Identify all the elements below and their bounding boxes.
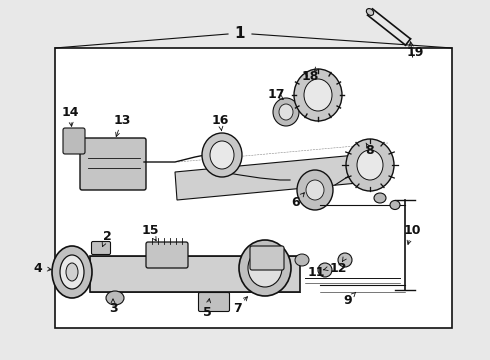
Ellipse shape [239,240,291,296]
Text: 8: 8 [366,144,374,157]
FancyBboxPatch shape [92,242,111,255]
Text: 16: 16 [211,113,229,126]
Circle shape [338,253,352,267]
Ellipse shape [294,69,342,121]
Ellipse shape [346,139,394,191]
FancyBboxPatch shape [198,292,229,311]
Bar [55,48,452,328]
FancyBboxPatch shape [63,128,85,154]
Ellipse shape [60,255,84,289]
Ellipse shape [66,263,78,281]
Text: 19: 19 [406,45,424,58]
Text: 13: 13 [113,113,131,126]
Text: 6: 6 [292,195,300,208]
Circle shape [318,263,332,277]
Ellipse shape [106,291,124,305]
Ellipse shape [304,79,332,111]
Text: 9: 9 [343,293,352,306]
Bar [90,256,300,292]
Ellipse shape [374,193,386,203]
Text: 12: 12 [329,261,347,274]
Ellipse shape [306,180,324,200]
Text: 3: 3 [109,302,117,315]
Text: 5: 5 [203,306,211,319]
Polygon shape [175,152,390,200]
Ellipse shape [210,141,234,169]
Text: 11: 11 [307,266,325,279]
Ellipse shape [279,104,293,120]
Text: 2: 2 [102,230,111,243]
Text: 18: 18 [301,71,319,84]
Text: 17: 17 [267,87,285,100]
Text: 14: 14 [61,105,79,118]
Text: 10: 10 [403,224,421,237]
Text: 1: 1 [235,27,245,41]
Ellipse shape [202,133,242,177]
Ellipse shape [273,98,299,126]
Ellipse shape [357,150,383,180]
Ellipse shape [295,254,309,266]
FancyBboxPatch shape [250,246,284,270]
Ellipse shape [390,201,400,210]
Text: 4: 4 [34,261,42,274]
Text: 15: 15 [141,224,159,237]
Ellipse shape [248,249,282,287]
Ellipse shape [297,170,333,210]
Ellipse shape [52,246,92,298]
Text: 7: 7 [233,302,242,315]
FancyBboxPatch shape [80,138,146,190]
FancyBboxPatch shape [146,242,188,268]
Ellipse shape [367,9,374,15]
